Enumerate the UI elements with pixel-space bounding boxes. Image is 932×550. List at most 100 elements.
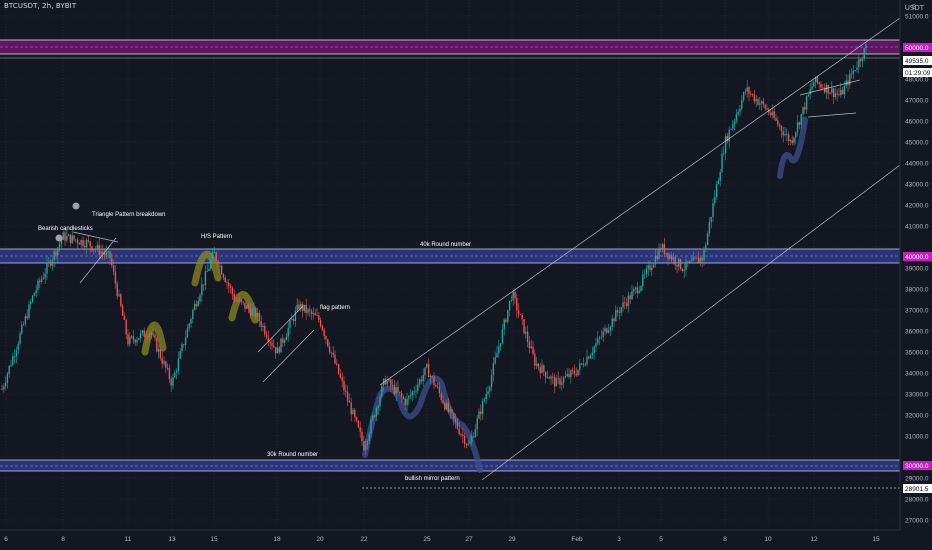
candle: [516, 293, 518, 318]
candle: [138, 337, 140, 341]
candle: [604, 324, 606, 336]
candle: [303, 304, 306, 314]
candle: [564, 370, 567, 379]
candle: [64, 227, 66, 246]
time-axis[interactable]: 6 8 11 13 15 18 20 22 25 27 29 Feb 3 5 8 10 12 15: [4, 536, 880, 543]
candle: [771, 104, 774, 119]
candle: [514, 287, 516, 305]
current-price-label: 49535.0: [903, 56, 932, 65]
candle: [474, 424, 477, 439]
candle: [265, 330, 268, 340]
candle: [723, 146, 725, 157]
candle: [368, 431, 370, 445]
candle: [66, 229, 68, 243]
price-axis[interactable]: 51000.049000.048000.047000.046000.045000…: [905, 13, 929, 524]
candle: [715, 180, 718, 200]
top-axis-value: 5: [912, 4, 916, 11]
candle: [584, 361, 586, 367]
candle: [165, 360, 167, 374]
price-tick-label: 37000.0: [905, 307, 929, 314]
price-label-30000: 30000.0: [903, 461, 932, 470]
candle: [694, 256, 696, 260]
candle: [571, 367, 574, 375]
time-tick-label: 11: [125, 536, 132, 543]
candle: [240, 299, 243, 305]
candle: [724, 133, 727, 161]
candle: [510, 295, 513, 303]
candle: [802, 106, 804, 120]
candle: [721, 148, 723, 173]
candle: [463, 432, 466, 449]
candle: [719, 168, 721, 187]
candle: [786, 128, 788, 141]
candle: [211, 247, 214, 262]
candle: [336, 359, 338, 367]
candle: [102, 244, 104, 260]
candle: [744, 88, 747, 96]
candle: [751, 93, 754, 98]
candle: [762, 97, 765, 108]
svg-text:30000.0: 30000.0: [905, 463, 929, 470]
candle: [598, 335, 601, 346]
candle: [55, 248, 57, 260]
candle: [62, 230, 64, 241]
candle: [274, 347, 277, 359]
price-tick-label: 51000.0: [905, 13, 929, 20]
candle: [386, 376, 388, 388]
candle: [712, 198, 714, 222]
candle: [618, 307, 621, 320]
candle: [714, 189, 716, 206]
candle: [325, 335, 327, 345]
price-tick-label: 29000.0: [905, 475, 929, 482]
candle: [732, 120, 734, 131]
annotation-mirror: bullish mirror pattern: [405, 476, 460, 482]
time-tick-label: 29: [508, 536, 516, 543]
candle: [544, 371, 547, 384]
candle: [177, 351, 180, 375]
candle: [201, 277, 203, 302]
candle: [289, 317, 291, 335]
candle: [96, 241, 99, 253]
candle: [40, 275, 43, 284]
candle: [114, 265, 117, 289]
candle: [787, 131, 790, 145]
candle: [159, 346, 162, 361]
unit-label: USDT: [904, 4, 924, 12]
candle: [636, 281, 639, 299]
candle: [640, 285, 642, 293]
candle: [579, 359, 581, 375]
candle: [330, 351, 333, 358]
candle: [157, 344, 160, 359]
candle: [123, 312, 126, 321]
candle: [760, 99, 763, 111]
candle: [166, 363, 169, 371]
zone-40k: [0, 248, 900, 264]
candle: [346, 385, 349, 406]
candle: [334, 350, 336, 365]
candle: [381, 384, 383, 398]
candle: [800, 113, 802, 129]
candle: [91, 245, 93, 252]
annotation-bearish: Bearish candlesticks: [38, 226, 93, 232]
candle: [67, 233, 70, 237]
candle: [733, 118, 736, 131]
candle: [249, 303, 252, 319]
candle: [314, 308, 316, 316]
candle: [420, 375, 423, 385]
candle: [501, 324, 504, 345]
candle: [795, 131, 797, 145]
candle: [120, 293, 122, 308]
candle: [377, 404, 379, 415]
candle: [105, 245, 108, 259]
price-label-50000: 50000.0: [903, 43, 932, 52]
candle: [283, 338, 286, 347]
candle: [647, 260, 649, 276]
candle: [415, 384, 417, 399]
candle: [174, 369, 176, 379]
candle: [845, 73, 847, 89]
candle: [652, 262, 655, 269]
candle: [361, 428, 363, 447]
candle: [481, 398, 484, 420]
candle: [602, 327, 604, 342]
